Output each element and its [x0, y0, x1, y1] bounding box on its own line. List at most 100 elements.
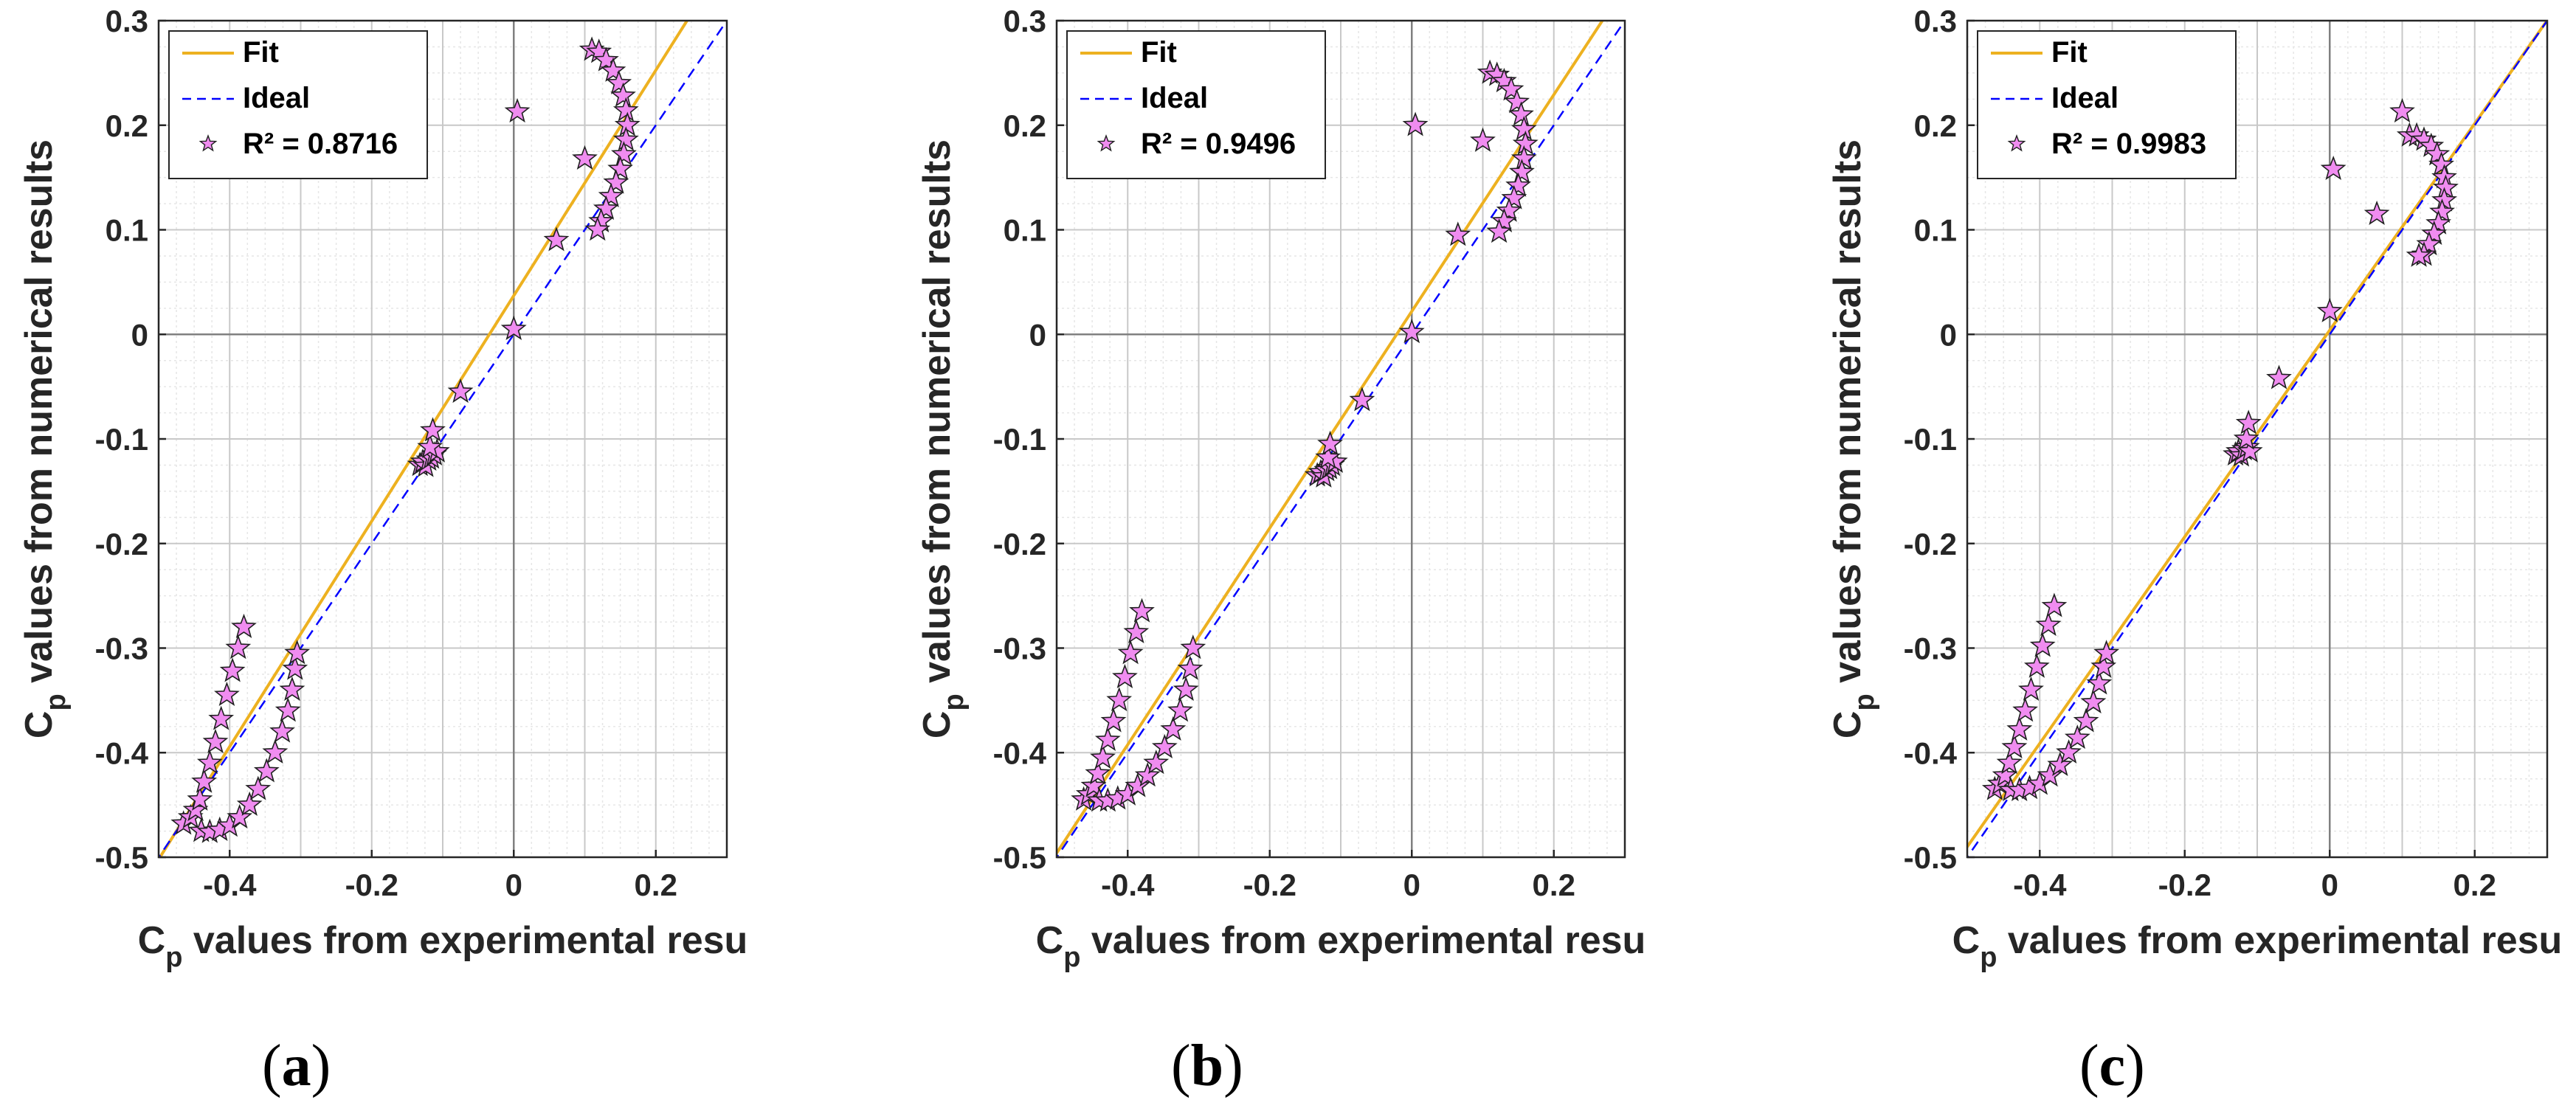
y-axis-label-subscript: p	[939, 693, 970, 710]
data-point	[1123, 618, 1150, 644]
y-axis-label: Cp values from numerical results	[916, 139, 970, 738]
data-point	[1498, 76, 1524, 101]
data-point	[2080, 688, 2107, 714]
y-axis-label-subscript: p	[41, 693, 72, 710]
data-point	[2029, 632, 2056, 657]
data-point	[606, 69, 632, 94]
x-tick-label: -0.4	[2013, 868, 2067, 902]
y-tick-label: 0.2	[106, 108, 148, 143]
chart-panel-a: -0.4 -0.2 0 0.2 -0.5 -0.4 -0.3 -0.2 -0.1 0 0.1 0.2 0…	[0, 0, 859, 1111]
data-point	[1501, 184, 1527, 210]
data-point	[253, 758, 280, 783]
y-tick-label: 0.1	[106, 213, 148, 248]
caption-a: (a)	[262, 1034, 331, 1098]
x-axis-label-base: C	[138, 919, 166, 962]
y-axis-label-text: values from numerical results	[916, 139, 959, 693]
data-point	[219, 657, 246, 682]
x-axis-label-text: values from experimental resu	[1997, 919, 2562, 962]
legend-label: Ideal	[2051, 82, 2119, 114]
data-point	[2429, 198, 2455, 224]
data-point	[262, 739, 289, 764]
x-tick-label: 0	[505, 868, 522, 902]
data-point	[1496, 197, 1522, 222]
data-point	[284, 640, 311, 665]
data-point	[572, 145, 598, 170]
y-tick-label: 0	[1029, 317, 1046, 352]
x-tick-label: -0.4	[1101, 868, 1155, 902]
scatter-chart-c: -0.4 -0.2 0 0.2 -0.5 -0.4 -0.3 -0.2 -0.1 0 0.1 0.2 0…	[1826, 4, 2563, 973]
data-point	[2416, 231, 2442, 256]
y-tick-label: -0.5	[993, 840, 1046, 875]
legend: Fit Ideal R² = 0.9496	[1066, 30, 1326, 179]
data-point	[2001, 733, 2028, 758]
legend-marker-swatch	[1097, 134, 1116, 152]
data-point	[2018, 676, 2044, 701]
data-point	[274, 697, 301, 722]
data-point	[191, 768, 217, 793]
data-point	[600, 57, 626, 82]
data-points	[1071, 59, 1539, 812]
data-point	[1085, 760, 1111, 785]
data-point	[1180, 634, 1206, 660]
data-point	[202, 728, 229, 753]
x-axis-label-text: values from experimental resu	[182, 919, 747, 962]
data-point	[1134, 762, 1161, 787]
x-tick-label: 0.2	[1533, 868, 1575, 902]
y-tick-label: 0.2	[1004, 108, 1046, 143]
scatter-chart-b: -0.4 -0.2 0 0.2 -0.5 -0.4 -0.3 -0.2 -0.1 0 0.1 0.2 0…	[916, 4, 1646, 973]
data-point	[612, 97, 639, 122]
legend-label: Fit	[1141, 36, 1177, 69]
y-axis-label-base: C	[18, 711, 61, 739]
data-point	[2389, 97, 2415, 123]
x-axis-label-subscript: p	[1980, 942, 1997, 973]
x-axis-label-subscript: p	[1063, 942, 1080, 973]
data-point	[2041, 592, 2068, 617]
data-point	[279, 676, 305, 701]
data-point	[612, 126, 639, 151]
x-axis-label-subscript: p	[165, 942, 182, 973]
data-point	[2421, 220, 2448, 245]
y-tick-label: -0.3	[1904, 631, 1957, 666]
y-tick-label: 0	[131, 317, 148, 352]
data-point	[598, 182, 624, 207]
caption-letter: a	[281, 1034, 311, 1098]
data-point	[593, 46, 619, 72]
y-tick-label: 0.3	[1914, 4, 1957, 38]
data-point	[1129, 598, 1155, 623]
x-axis-label: Cp values from experimental resu	[1952, 919, 2563, 973]
y-tick-label: -0.4	[95, 736, 149, 770]
y-tick-label: -0.1	[95, 422, 148, 457]
data-point	[2073, 707, 2099, 733]
data-point	[603, 169, 629, 194]
x-tick-label: 0.2	[635, 868, 677, 902]
y-tick-label: -0.2	[993, 527, 1046, 561]
y-tick-label: 0.1	[1004, 213, 1046, 248]
y-axis-label: Cp values from numerical results	[1826, 139, 1880, 738]
x-tick-label: 0.2	[2454, 868, 2496, 902]
legend-label: Ideal	[243, 82, 310, 114]
data-point	[196, 750, 223, 775]
legend-label: R² = 0.9496	[1141, 128, 1296, 160]
ideal-line	[1057, 21, 1625, 857]
y-tick-label: 0.1	[1914, 213, 1957, 248]
x-tick-label: -0.4	[203, 868, 257, 902]
y-tick-label: -0.2	[95, 527, 148, 561]
y-tick-label: -0.1	[993, 422, 1046, 457]
data-point	[2424, 141, 2451, 166]
data-point	[1177, 655, 1204, 680]
data-point	[543, 226, 570, 252]
legend: Fit Ideal R² = 0.8716	[168, 30, 428, 179]
data-point	[1486, 218, 1513, 243]
caption-letter: c	[2099, 1034, 2126, 1098]
y-tick-label: -0.4	[993, 736, 1047, 770]
data-point	[1160, 716, 1187, 741]
data-point	[1491, 207, 1517, 232]
data-point	[1349, 387, 1375, 412]
legend-box	[1066, 30, 1326, 179]
caption-letter: b	[1190, 1034, 1224, 1098]
data-point	[1094, 726, 1121, 752]
data-point	[2233, 425, 2259, 450]
data-point	[611, 141, 637, 166]
data-point	[231, 613, 257, 638]
data-point	[2035, 612, 2062, 637]
